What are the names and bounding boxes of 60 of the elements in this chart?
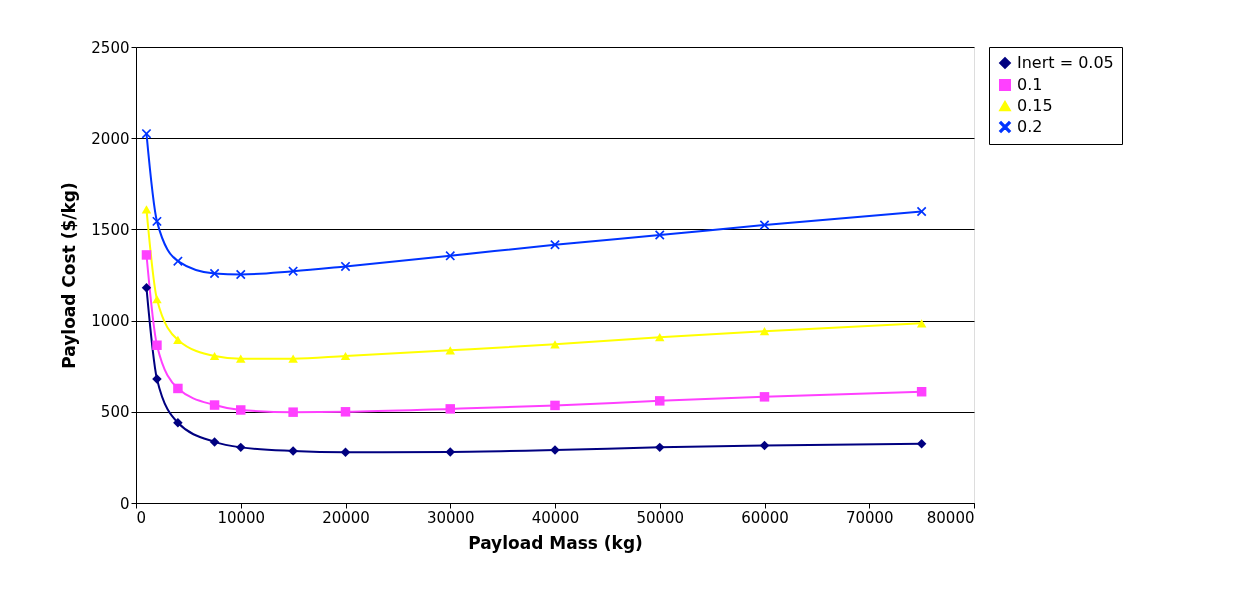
point — [152, 295, 162, 304]
y-tick-label: 0 — [119, 494, 130, 513]
legend-label: 0.15 — [1017, 96, 1053, 115]
point — [759, 392, 770, 402]
x-tick-label: 30000 — [426, 508, 475, 527]
y-tick-label: 2000 — [91, 129, 130, 148]
point — [445, 404, 455, 414]
legend-label: 0.2 — [1017, 117, 1043, 136]
point — [759, 327, 770, 336]
point — [173, 383, 183, 394]
x-tick-label: 40000 — [531, 508, 580, 527]
point — [288, 354, 298, 363]
y-tick-label: 1500 — [91, 220, 130, 239]
point — [916, 386, 927, 397]
point — [152, 340, 162, 350]
point — [209, 268, 220, 279]
point — [445, 447, 455, 457]
point — [655, 442, 665, 453]
point — [340, 407, 351, 417]
point — [340, 351, 351, 361]
point — [141, 250, 152, 260]
x-tick-label: 20000 — [322, 508, 370, 527]
point — [209, 437, 220, 447]
y-axis-title: Payload Cost ($/kg) — [59, 182, 80, 369]
point — [141, 283, 152, 293]
point — [236, 405, 246, 415]
x-tick-label: 70000 — [845, 508, 894, 527]
point — [236, 442, 246, 453]
point — [550, 340, 560, 349]
point — [655, 396, 665, 406]
x-tick-label: 50000 — [636, 508, 685, 527]
x-tick-label: 0 — [136, 508, 147, 527]
point — [916, 206, 927, 217]
x-tick-label: 60000 — [741, 508, 789, 527]
point — [173, 256, 183, 266]
point — [288, 266, 298, 276]
point — [916, 319, 927, 328]
point — [916, 438, 927, 449]
point — [209, 351, 220, 361]
point — [445, 251, 455, 261]
point — [288, 407, 298, 417]
x-tick-label: 80000 — [926, 508, 975, 527]
point — [141, 128, 152, 139]
point — [340, 261, 351, 272]
point — [209, 400, 220, 410]
point — [550, 400, 560, 411]
legend-label: 0.1 — [1017, 75, 1043, 94]
point — [141, 205, 152, 214]
x-axis-title: Payload Mass (kg) — [468, 532, 643, 553]
legend-label: Inert = 0.05 — [1017, 53, 1114, 72]
y-tick-label: 2500 — [91, 38, 130, 57]
point — [655, 333, 665, 342]
point — [173, 418, 183, 428]
x-tick-label: 10000 — [217, 508, 266, 527]
y-tick-label: 1000 — [91, 312, 130, 331]
point — [236, 354, 246, 363]
point — [173, 335, 183, 345]
point — [340, 447, 351, 458]
point — [759, 440, 770, 451]
y-tick-label: 500 — [100, 403, 130, 422]
